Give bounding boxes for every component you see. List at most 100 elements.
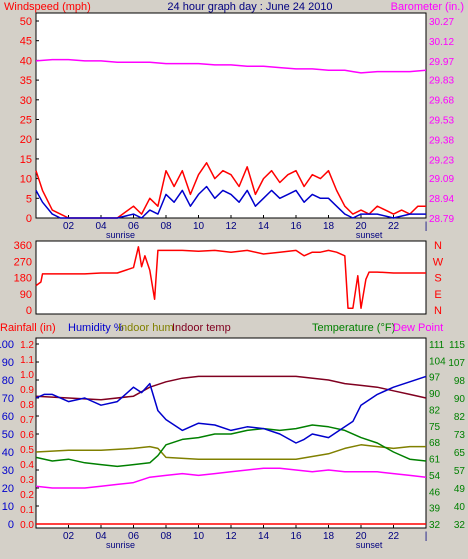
x-tick-label: 02: [63, 531, 75, 542]
wind-tick-label: 25: [20, 115, 32, 127]
sunset-label: sunset: [356, 540, 383, 550]
x-tick-label: 04: [95, 531, 107, 542]
temperature-tick-label: 68: [429, 438, 441, 449]
humidity-tick-label: 40: [2, 447, 14, 459]
barometer-tick-label: 30.12: [429, 37, 454, 48]
wind-tick-label: 30: [20, 95, 32, 107]
direction-tick-label: 360: [14, 240, 32, 252]
humidity-tick-label: 90: [2, 357, 14, 369]
rainfall-tick-label: 0.1: [20, 505, 34, 516]
wind-tick-label: 50: [20, 16, 32, 28]
barometer-tick-label: 29.53: [429, 116, 454, 127]
dew-point-tick-label: 57: [454, 466, 466, 477]
temperature-tick-label: 97: [429, 373, 441, 384]
dew-point-tick-label: 82: [454, 412, 466, 423]
x-end-tick-label: |: [425, 221, 428, 232]
x-tick-label: 06: [128, 531, 140, 542]
temperature-tick-label: 32: [429, 520, 441, 531]
dew-point-tick-label: 65: [454, 448, 466, 459]
humidity-legend: Humidity %: [68, 322, 124, 334]
barometer-tick-label: 29.23: [429, 155, 454, 166]
humidity-temperature-panel: [35, 337, 427, 529]
temperature-tick-label: 39: [429, 504, 441, 515]
dew-point-tick-label: 107: [448, 358, 465, 369]
wind-tick-label: 15: [20, 154, 32, 166]
wind-tick-label: 45: [20, 36, 32, 48]
sunset-label: sunset: [356, 230, 383, 240]
rainfall-tick-label: 1.2: [20, 340, 34, 351]
x-tick-label: 16: [290, 221, 302, 232]
wind-average-line: [35, 185, 426, 219]
wind-gust-line: [35, 162, 426, 219]
sunrise-label: sunrise: [106, 540, 135, 550]
x-tick-label: 06: [128, 221, 140, 232]
indoor-temp-legend: Indoor temp: [172, 322, 231, 334]
wind-barometer-panel: [35, 12, 427, 219]
x-tick-label: 14: [258, 531, 270, 542]
compass-tick-label: N: [434, 305, 442, 317]
x-tick-label: 08: [160, 221, 172, 232]
barometer-line: [35, 58, 427, 74]
x-tick-label: 18: [323, 221, 335, 232]
x-end-tick-label: |: [425, 531, 428, 542]
temperature-axis-title: Temperature (°F): [312, 322, 395, 334]
direction-tick-label: 90: [20, 289, 32, 301]
rainfall-tick-label: 0.0: [20, 520, 34, 531]
temperature-tick-label: 111: [429, 340, 445, 351]
dew-point-tick-label: 32: [454, 520, 466, 531]
rainfall-tick-label: 0.7: [20, 415, 34, 426]
wind-tick-label: 40: [20, 55, 32, 67]
temperature-tick-label: 75: [429, 422, 441, 433]
x-tick-label: 10: [193, 221, 205, 232]
x-tick-label: 10: [193, 531, 205, 542]
wind-tick-label: 20: [20, 134, 32, 146]
temperature-tick-label: 82: [429, 405, 441, 416]
compass-tick-label: S: [434, 273, 441, 285]
sunrise-label: sunrise: [106, 230, 135, 240]
rainfall-tick-label: 0.5: [20, 445, 34, 456]
barometer-tick-label: 29.68: [429, 96, 454, 107]
x-tick-label: 14: [258, 221, 270, 232]
x-tick-label: 22: [388, 221, 400, 232]
rainfall-tick-label: 0.2: [20, 490, 34, 501]
temperature-tick-label: 54: [429, 471, 441, 482]
rainfall-tick-label: 0.8: [20, 400, 34, 411]
barometer-axis-title: Barometer (in.): [391, 1, 464, 13]
dew-point-tick-label: 73: [454, 430, 466, 441]
indoor-temperature-line: [35, 375, 427, 401]
x-tick-label: 08: [160, 531, 172, 542]
barometer-tick-label: 29.83: [429, 76, 454, 87]
direction-tick-label: 0: [26, 305, 32, 317]
rainfall-tick-label: 0.6: [20, 430, 34, 441]
wind-direction-line: [35, 246, 426, 309]
rainfall-axis-title: Rainfall (in): [0, 322, 56, 334]
wind-tick-label: 10: [20, 174, 32, 186]
x-tick-label: 18: [323, 531, 335, 542]
compass-tick-label: E: [434, 289, 441, 301]
rainfall-tick-label: 0.3: [20, 475, 34, 486]
x-tick-label: 16: [290, 531, 302, 542]
indoor-humidity-line: [35, 444, 426, 460]
dew-point-legend: Dew Point: [393, 322, 443, 334]
direction-tick-label: 180: [14, 273, 32, 285]
humidity-tick-label: 20: [2, 483, 14, 495]
direction-tick-label: 270: [14, 256, 32, 268]
humidity-tick-label: 10: [2, 501, 14, 513]
barometer-tick-label: 28.79: [429, 214, 454, 225]
wind-tick-label: 0: [26, 213, 32, 225]
humidity-tick-label: 50: [2, 429, 14, 441]
dew-point-tick-label: 49: [454, 484, 466, 495]
x-tick-label: 12: [225, 531, 237, 542]
dew-point-tick-label: 90: [454, 394, 466, 405]
rainfall-tick-label: 1.1: [20, 355, 34, 366]
temperature-tick-label: 104: [429, 356, 446, 367]
humidity-tick-label: 70: [2, 393, 14, 405]
dew-point-tick-label: 40: [454, 502, 466, 513]
dew-point-line: [35, 467, 427, 489]
x-tick-label: 02: [63, 221, 75, 232]
barometer-tick-label: 29.09: [429, 174, 454, 185]
x-tick-label: 04: [95, 221, 107, 232]
rainfall-tick-label: 0.4: [20, 460, 34, 471]
dew-point-tick-label: 115: [449, 340, 465, 351]
